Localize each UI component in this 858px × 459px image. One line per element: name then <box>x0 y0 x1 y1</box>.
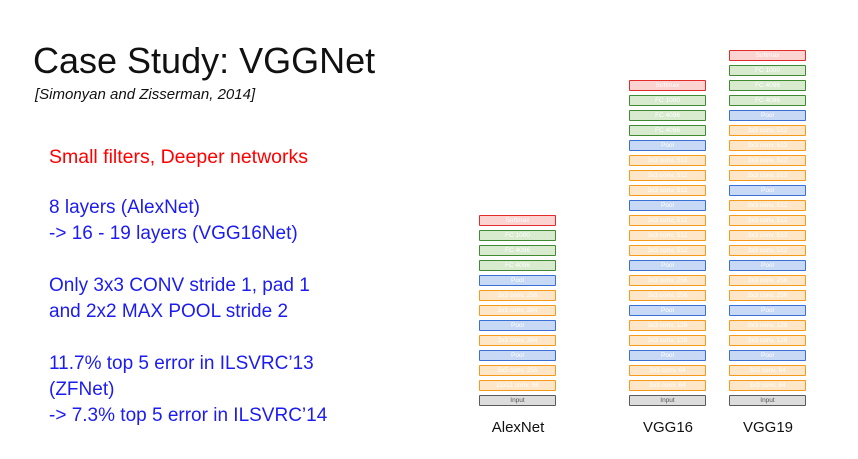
point-line: (ZFNet) <box>49 379 115 400</box>
fc-layer: FC 1000 <box>629 95 706 106</box>
conv-layer: 3x3 conv, 256 <box>629 290 706 301</box>
pool-layer: Pool <box>629 305 706 316</box>
softmax-layer: Softmax <box>629 80 706 91</box>
conv-layer: 3x3 conv, 384 <box>479 335 556 346</box>
conv-layer: 3x3 conv, 128 <box>629 335 706 346</box>
input-layer: Input <box>479 395 556 406</box>
point-line: 11.7% top 5 error in ILSVRC’13 <box>49 353 314 374</box>
pool-layer: Pool <box>729 110 806 121</box>
fc-layer: FC 1000 <box>479 230 556 241</box>
conv-layer: 3x3 conv, 512 <box>729 230 806 241</box>
pool-layer: Pool <box>629 200 706 211</box>
conv-layer: 3x3 conv, 512 <box>729 245 806 256</box>
point-error: 11.7% top 5 error in ILSVRC’13 (ZFNet) -… <box>49 351 327 429</box>
conv-layer: 3x3 conv, 512 <box>729 170 806 181</box>
point-line: Only 3x3 CONV stride 1, pad 1 <box>49 275 310 296</box>
pool-layer: Pool <box>629 260 706 271</box>
conv-layer: 3x3 conv, 512 <box>629 185 706 196</box>
conv-layer: 3x3 conv, 512 <box>729 140 806 151</box>
pool-layer: Pool <box>729 185 806 196</box>
softmax-layer: Softmax <box>479 215 556 226</box>
input-layer: Input <box>729 395 806 406</box>
fc-layer: FC 4096 <box>629 125 706 136</box>
conv-layer: 3x3 conv, 512 <box>729 215 806 226</box>
pool-layer: Pool <box>479 350 556 361</box>
slide-title: Case Study: VGGNet <box>33 40 376 81</box>
conv-layer: 3x3 conv, 384 <box>479 305 556 316</box>
conv-layer: 3x3 conv, 512 <box>729 200 806 211</box>
citation: [Simonyan and Zisserman, 2014] <box>35 86 256 103</box>
vgg16-label: VGG16 <box>642 419 694 436</box>
pool-layer: Pool <box>729 305 806 316</box>
conv-layer: 3x3 conv, 512 <box>629 245 706 256</box>
conv-layer: 3x3 conv, 256 <box>629 275 706 286</box>
conv-layer: 3x3 conv, 128 <box>729 320 806 331</box>
fc-layer: FC 4096 <box>729 95 806 106</box>
point-line: -> 16 - 19 layers (VGG16Net) <box>49 223 298 244</box>
conv-layer: 3x3 conv, 256 <box>479 290 556 301</box>
conv-layer: 3x3 conv, 512 <box>629 170 706 181</box>
conv-layer: 3x3 conv, 512 <box>629 155 706 166</box>
alexnet-label: AlexNet <box>491 419 545 436</box>
fc-layer: FC 1000 <box>729 65 806 76</box>
fc-layer: FC 4096 <box>729 80 806 91</box>
pool-layer: Pool <box>629 140 706 151</box>
conv-layer: 3x3 conv, 64 <box>629 380 706 391</box>
conv-layer: 3x3 conv, 512 <box>729 155 806 166</box>
fc-layer: FC 4096 <box>479 245 556 256</box>
conv-layer: 11x11 conv, 96 <box>479 380 556 391</box>
pool-layer: Pool <box>479 320 556 331</box>
conv-layer: 3x3 conv, 128 <box>729 335 806 346</box>
conv-layer: 3x3 conv, 512 <box>629 230 706 241</box>
conv-layer: 3x3 conv, 256 <box>729 275 806 286</box>
pool-layer: Pool <box>729 350 806 361</box>
conv-layer: 3x3 conv, 64 <box>629 365 706 376</box>
point-line: and 2x2 MAX POOL stride 2 <box>49 301 289 322</box>
conv-layer: 3x3 conv, 256 <box>729 290 806 301</box>
pool-layer: Pool <box>729 260 806 271</box>
point-line: 8 layers (AlexNet) <box>49 197 200 218</box>
pool-layer: Pool <box>629 350 706 361</box>
conv-layer: 3x3 conv, 64 <box>729 380 806 391</box>
conv-layer: 3x3 conv, 64 <box>729 365 806 376</box>
point-line: -> 7.3% top 5 error in ILSVRC’14 <box>49 405 328 426</box>
point-filters: Only 3x3 CONV stride 1, pad 1 and 2x2 MA… <box>49 273 310 325</box>
softmax-layer: Softmax <box>729 50 806 61</box>
point-layers: 8 layers (AlexNet) -> 16 - 19 layers (VG… <box>49 195 298 247</box>
conv-layer: 5x5 conv, 256 <box>479 365 556 376</box>
input-layer: Input <box>629 395 706 406</box>
fc-layer: FC 4096 <box>479 260 556 271</box>
conv-layer: 3x3 conv, 128 <box>629 320 706 331</box>
pool-layer: Pool <box>479 275 556 286</box>
conv-layer: 3x3 conv, 512 <box>629 215 706 226</box>
vgg19-label: VGG19 <box>742 419 794 436</box>
conv-layer: 3x3 conv, 512 <box>729 125 806 136</box>
fc-layer: FC 4096 <box>629 110 706 121</box>
highlight-text: Small filters, Deeper networks <box>49 146 309 168</box>
